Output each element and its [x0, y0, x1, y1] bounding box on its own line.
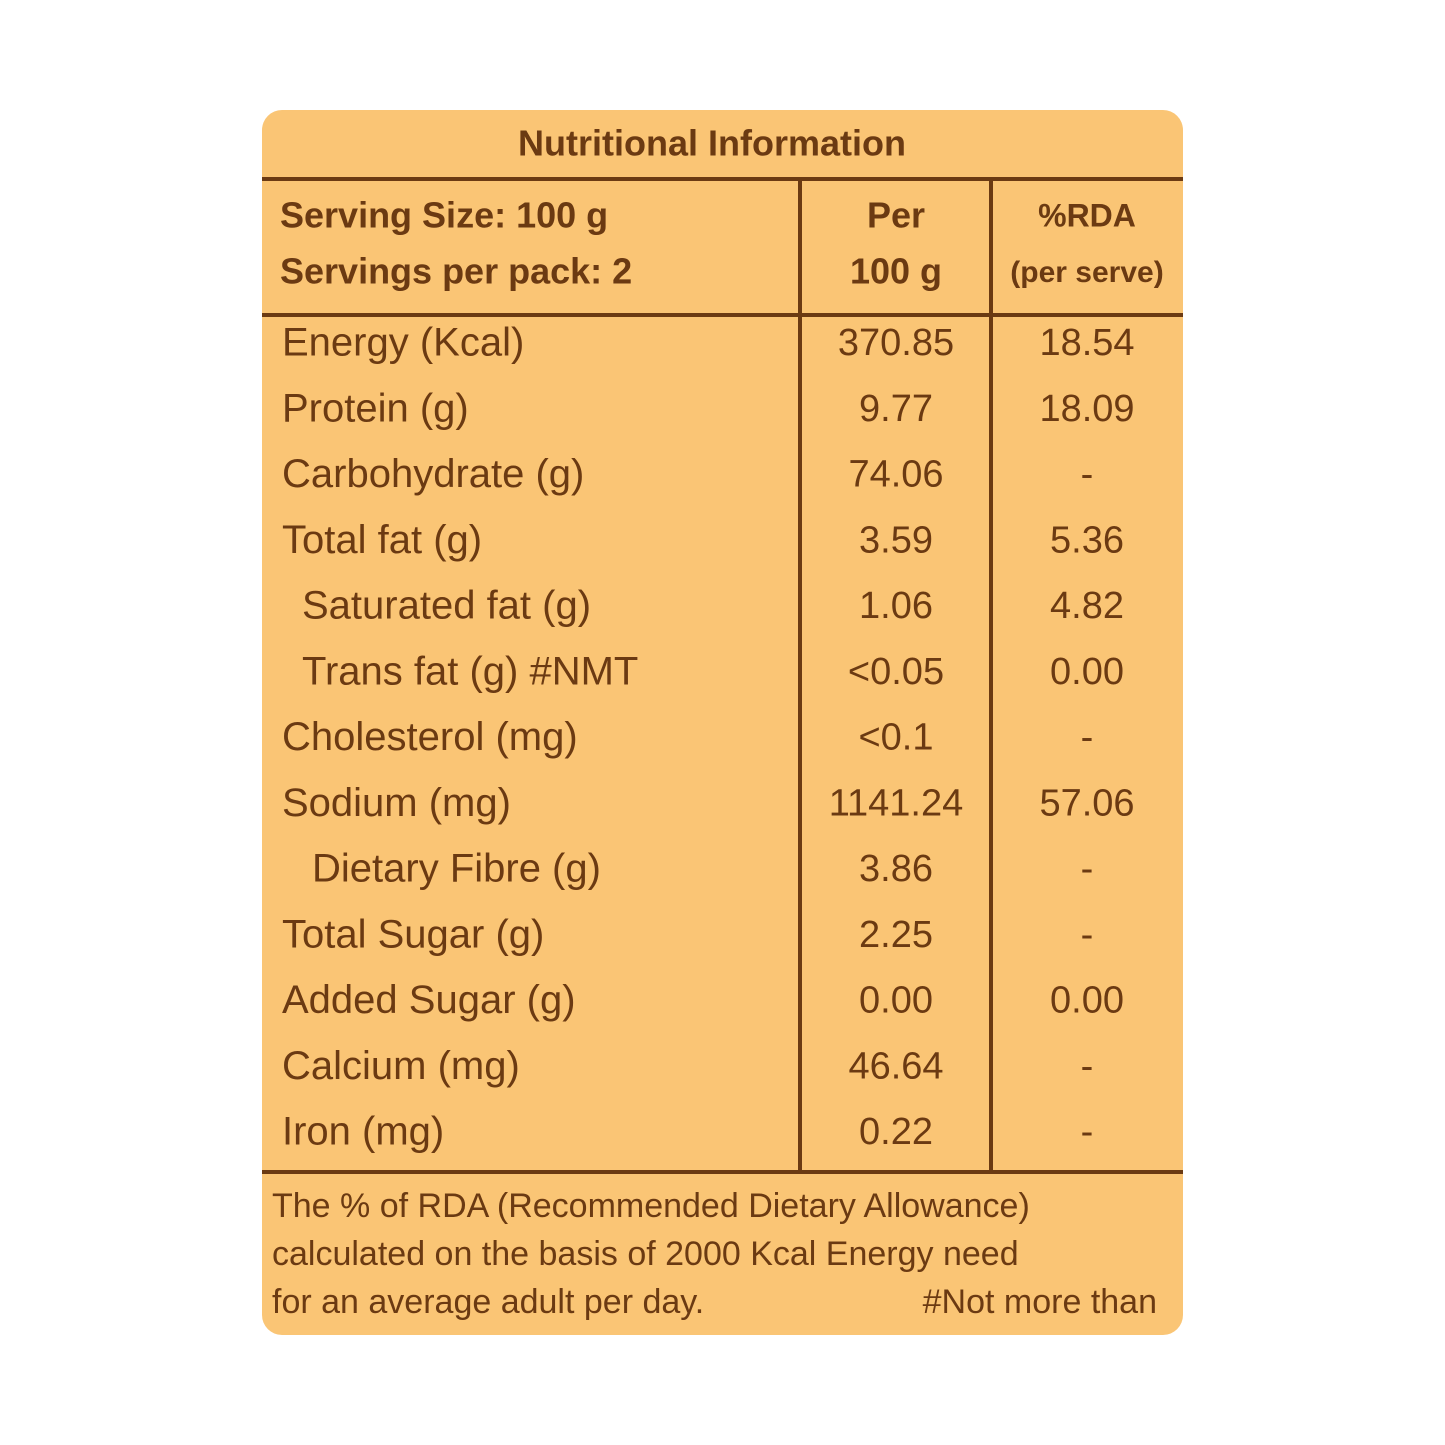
- per-100g-value: 9.77: [859, 388, 933, 430]
- rda-value: 57.06: [1039, 782, 1134, 824]
- per-100g-value: 1.06: [859, 585, 933, 627]
- rda-value: 18.09: [1039, 388, 1134, 430]
- nutrient-name: Protein (g): [282, 386, 469, 430]
- per-100g-value: <0.1: [858, 717, 933, 759]
- per-100g-value: <0.05: [848, 651, 944, 693]
- nutrient-name: Calcium (mg): [282, 1044, 520, 1088]
- rda-value: 18.54: [1039, 322, 1134, 364]
- rda-value: 4.82: [1050, 585, 1124, 627]
- per-100g-value: 0.22: [859, 1111, 933, 1153]
- nutrient-name: Trans fat (g) #NMT: [302, 649, 638, 693]
- rda-value: -: [1081, 1111, 1094, 1153]
- rda-value: -: [1081, 717, 1094, 759]
- column-head: 100 g: [850, 251, 942, 292]
- nutrient-name: Carbohydrate (g): [282, 452, 584, 496]
- rda-value: -: [1081, 848, 1094, 890]
- nutrient-name: Energy (Kcal): [282, 321, 524, 365]
- rda-value: 0.00: [1050, 651, 1124, 693]
- per-100g-value: 74.06: [848, 454, 943, 496]
- footer-line: calculated on the basis of 2000 Kcal Ene…: [272, 1235, 1019, 1273]
- column-head: Per: [867, 195, 925, 236]
- nutrient-name: Added Sugar (g): [282, 978, 576, 1022]
- per-100g-value: 46.64: [848, 1045, 943, 1087]
- column-head: (per serve): [1010, 256, 1163, 289]
- rda-value: -: [1081, 454, 1094, 496]
- footer-line: The % of RDA (Recommended Dietary Allowa…: [272, 1187, 1030, 1225]
- per-100g-value: 0.00: [859, 980, 933, 1022]
- footer-line: for an average adult per day.: [272, 1283, 704, 1321]
- servings-per-pack: Servings per pack: 2: [280, 251, 632, 292]
- per-100g-value: 3.86: [859, 848, 933, 890]
- serving-size: Serving Size: 100 g: [280, 195, 608, 236]
- panel: [262, 110, 1183, 1335]
- per-100g-value: 3.59: [859, 519, 933, 561]
- nutrient-name: Iron (mg): [282, 1110, 444, 1154]
- nutrient-name: Dietary Fibre (g): [312, 847, 601, 891]
- rda-value: 5.36: [1050, 519, 1124, 561]
- nutrient-name: Cholesterol (mg): [282, 715, 578, 759]
- column-head: %RDA: [1038, 197, 1136, 233]
- rda-value: 0.00: [1050, 980, 1124, 1022]
- nutrient-name: Saturated fat (g): [302, 584, 591, 628]
- per-100g-value: 370.85: [838, 322, 954, 364]
- per-100g-value: 2.25: [859, 914, 933, 956]
- nutrient-name: Total Sugar (g): [282, 912, 544, 956]
- nutrient-name: Sodium (mg): [282, 781, 511, 825]
- rda-value: -: [1081, 914, 1094, 956]
- rda-value: -: [1081, 1045, 1094, 1087]
- nutrient-name: Total fat (g): [282, 518, 482, 562]
- per-100g-value: 1141.24: [829, 782, 964, 824]
- title: Nutritional Information: [518, 123, 906, 164]
- footnote: #Not more than: [923, 1283, 1157, 1321]
